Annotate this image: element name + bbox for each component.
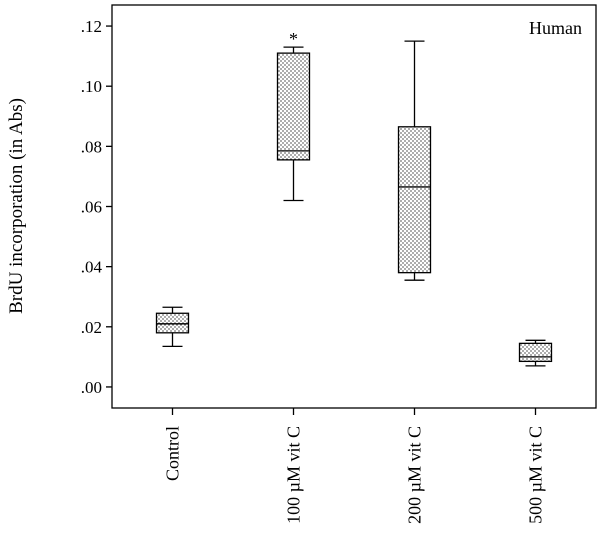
- iqr-box: [518, 342, 553, 363]
- chart-annotation: Human: [529, 18, 582, 38]
- y-axis-title: BrdU incorporation (in Abs): [6, 98, 27, 314]
- x-tick-label: Control: [163, 426, 183, 481]
- box-4: [518, 339, 553, 367]
- x-tick-label: 500 µM vit C: [526, 426, 546, 524]
- iqr-box: [276, 52, 311, 161]
- iqr-box: [397, 126, 432, 274]
- x-tick-label: 100 µM vit C: [284, 426, 304, 524]
- box-3: [397, 40, 432, 281]
- box-2: *: [276, 29, 311, 202]
- x-axis: Control 100 µM vit C 200 µM vit C 500 µM vi…: [163, 408, 546, 524]
- y-tick-label: .12: [81, 17, 102, 36]
- box-series: *: [155, 29, 553, 367]
- y-tick-label: .10: [81, 77, 102, 96]
- y-tick-label: .08: [81, 137, 102, 156]
- y-tick-label: .04: [81, 258, 103, 277]
- y-axis: .00 .02 .04 .06 .08 .10 .12: [81, 17, 112, 397]
- box-1: [155, 306, 190, 347]
- significance-marker: *: [289, 29, 298, 49]
- iqr-box: [155, 312, 190, 334]
- y-tick-label: .02: [81, 318, 102, 337]
- x-tick-label: 200 µM vit C: [405, 426, 425, 524]
- y-tick-label: .06: [81, 198, 102, 217]
- y-tick-label: .00: [81, 378, 102, 397]
